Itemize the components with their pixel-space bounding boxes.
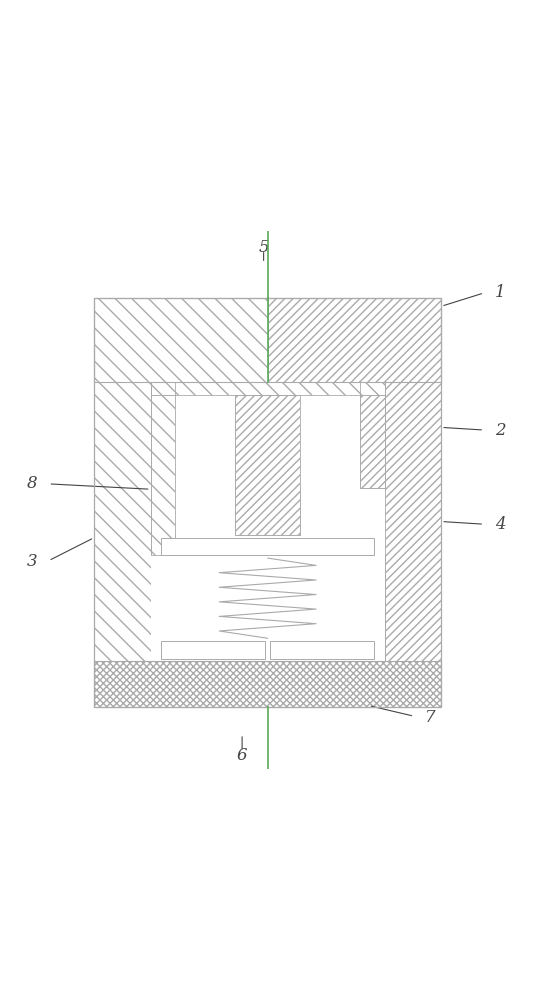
- Bar: [235, 395, 300, 535]
- Bar: [94, 298, 441, 707]
- Bar: [94, 298, 267, 382]
- Bar: [94, 382, 151, 661]
- Bar: [175, 555, 385, 661]
- Text: 6: 6: [237, 747, 247, 764]
- Bar: [267, 298, 441, 382]
- Text: 5: 5: [258, 239, 269, 256]
- Bar: [151, 555, 385, 661]
- Text: 2: 2: [495, 422, 506, 439]
- Bar: [385, 382, 441, 661]
- Bar: [175, 395, 235, 535]
- Text: 3: 3: [27, 553, 38, 570]
- Bar: [94, 661, 441, 707]
- Bar: [151, 555, 385, 661]
- Bar: [151, 382, 175, 555]
- Text: 4: 4: [495, 516, 506, 533]
- Bar: [360, 382, 385, 488]
- Bar: [235, 395, 300, 535]
- Text: 1: 1: [495, 284, 506, 301]
- Text: 8: 8: [27, 475, 38, 492]
- Bar: [271, 641, 374, 659]
- Bar: [300, 395, 360, 488]
- Bar: [94, 298, 441, 382]
- Bar: [161, 641, 265, 659]
- Bar: [151, 382, 385, 395]
- Bar: [151, 382, 385, 395]
- Text: 7: 7: [425, 709, 436, 726]
- Bar: [161, 538, 374, 555]
- Bar: [151, 382, 175, 555]
- Bar: [360, 382, 385, 488]
- Bar: [94, 661, 441, 707]
